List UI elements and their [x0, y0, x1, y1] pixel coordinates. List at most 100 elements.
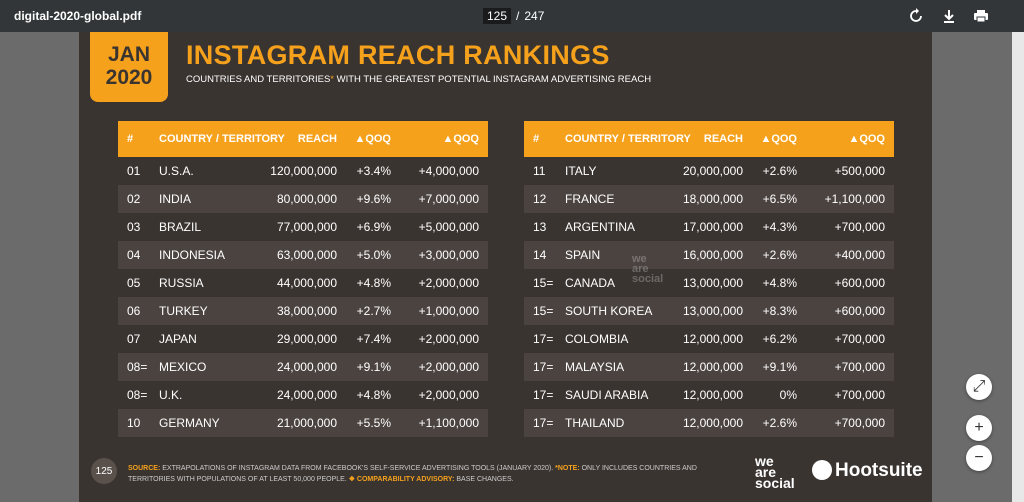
table-row: 14 SPAIN 16,000,000 +2.6% +400,000 — [524, 241, 894, 269]
rank-cell: 17= — [533, 332, 554, 346]
reach-cell: 63,000,000 — [276, 248, 337, 262]
country-cell: INDIA — [159, 192, 192, 206]
qoq-change-cell: +500,000 — [834, 164, 885, 178]
subtitle-text: COUNTRIES AND TERRITORIES — [186, 74, 331, 85]
country-cell: U.K. — [159, 388, 183, 402]
subtitle-star: * — [330, 74, 334, 85]
country-cell: JAPAN — [159, 332, 197, 346]
qoq-percent-cell: +2.6% — [762, 248, 797, 262]
reach-cell: 12,000,000 — [682, 416, 743, 430]
reach-cell: 13,000,000 — [682, 276, 743, 290]
header-cell: # — [127, 133, 134, 145]
qoq-percent-cell: +4.8% — [356, 388, 391, 402]
country-cell: FRANCE — [565, 192, 615, 206]
qoq-change-cell: +2,000,000 — [418, 388, 479, 402]
qoq-percent-cell: +6.2% — [762, 332, 797, 346]
table-row: 15= SOUTH KOREA 13,000,000 +8.3% +600,000 — [524, 297, 894, 325]
header-cell: COUNTRY / TERRITORY — [565, 133, 691, 145]
header-cell: ▲QOQ — [354, 133, 391, 145]
rank-cell: 02 — [127, 192, 141, 206]
rank-cell: 01 — [127, 164, 141, 178]
reach-cell: 17,000,000 — [682, 220, 743, 234]
table-row: 17= MALAYSIA 12,000,000 +9.1% +700,000 — [524, 353, 894, 381]
country-cell: U.S.A. — [159, 164, 194, 178]
table-row: 08= MEXICO 24,000,000 +9.1% +2,000,000 — [118, 353, 488, 381]
qoq-percent-cell: +9.1% — [762, 360, 797, 374]
note-label: *NOTE: — [555, 465, 580, 472]
zoom-out-button[interactable]: − — [966, 445, 992, 471]
we-are-social-logo: we are social — [755, 454, 795, 490]
rank-cell: 14 — [533, 248, 547, 262]
qoq-change-cell: +700,000 — [834, 360, 885, 374]
print-button[interactable] — [973, 8, 989, 24]
qoq-change-cell: +3,000,000 — [418, 248, 479, 262]
date-badge: JAN 2020 — [90, 32, 168, 102]
filename: digital-2020-global.pdf — [14, 9, 142, 23]
header-cell: # — [533, 133, 540, 145]
rank-cell: 17= — [533, 388, 554, 402]
qoq-change-cell: +700,000 — [834, 220, 885, 234]
footer-notes: SOURCE: EXTRAPOLATIONS OF INSTAGRAM DATA… — [128, 463, 728, 485]
table-row: 12 FRANCE 18,000,000 +6.5% +1,100,000 — [524, 185, 894, 213]
country-cell: RUSSIA — [159, 276, 204, 290]
header-cell: ▲QOQ — [848, 133, 885, 145]
rank-cell: 17= — [533, 416, 554, 430]
rotate-button[interactable] — [908, 8, 924, 24]
reach-cell: 24,000,000 — [276, 388, 337, 402]
qoq-percent-cell: +5.0% — [356, 248, 391, 262]
qoq-change-cell: +2,000,000 — [418, 332, 479, 346]
qoq-change-cell: +7,000,000 — [418, 192, 479, 206]
table-row: 17= THAILAND 12,000,000 +2.6% +700,000 — [524, 409, 894, 437]
page-indicator: 125 / 247 — [483, 8, 544, 24]
rank-cell: 11 — [533, 164, 546, 178]
rank-cell: 03 — [127, 220, 141, 234]
qoq-percent-cell: +3.4% — [356, 164, 391, 178]
badge-year: 2020 — [105, 66, 153, 89]
qoq-percent-cell: +6.5% — [762, 192, 797, 206]
reach-cell: 29,000,000 — [276, 332, 337, 346]
rank-cell: 06 — [127, 304, 141, 318]
rank-cell: 12 — [533, 192, 547, 206]
table-row: 07 JAPAN 29,000,000 +7.4% +2,000,000 — [118, 325, 488, 353]
source-text: EXTRAPOLATIONS OF INSTAGRAM DATA FROM FA… — [162, 465, 554, 472]
qoq-change-cell: +2,000,000 — [418, 360, 479, 374]
qoq-change-cell: +5,000,000 — [418, 220, 479, 234]
country-cell: ARGENTINA — [565, 220, 636, 234]
header-cell: ▲QOQ — [760, 133, 797, 145]
rank-cell: 15= — [533, 304, 554, 318]
table-row: 01 U.S.A. 120,000,000 +3.4% +4,000,000 — [118, 157, 488, 185]
country-cell: SPAIN — [565, 248, 601, 262]
table-row: 11 ITALY 20,000,000 +2.6% +500,000 — [524, 157, 894, 185]
qoq-percent-cell: +4.8% — [762, 276, 797, 290]
rank-cell: 17= — [533, 360, 554, 374]
qoq-change-cell: +400,000 — [834, 248, 885, 262]
table-row: 04 INDONESIA 63,000,000 +5.0% +3,000,000 — [118, 241, 488, 269]
qoq-change-cell: +700,000 — [834, 332, 885, 346]
fit-button[interactable]: ⤢ — [966, 374, 992, 400]
table-row: 10 GERMANY 21,000,000 +5.5% +1,100,000 — [118, 409, 488, 437]
qoq-percent-cell: +4.8% — [356, 276, 391, 290]
toolbar: digital-2020-global.pdf 125 / 247 — [0, 0, 1024, 32]
qoq-percent-cell: +2.7% — [356, 304, 391, 318]
qoq-change-cell: +700,000 — [834, 388, 885, 402]
download-button[interactable] — [941, 8, 957, 24]
qoq-percent-cell: +5.5% — [356, 416, 391, 430]
qoq-change-cell: +1,000,000 — [418, 304, 479, 318]
qoq-percent-cell: 0% — [779, 388, 797, 402]
country-cell: GERMANY — [159, 416, 220, 430]
hootsuite-owl — [812, 460, 832, 480]
rank-cell: 15= — [533, 276, 554, 290]
qoq-percent-cell: +9.6% — [356, 192, 391, 206]
rank-cell: 07 — [127, 332, 141, 346]
table-row: 17= COLOMBIA 12,000,000 +6.2% +700,000 — [524, 325, 894, 353]
zoom-in-button[interactable]: + — [966, 415, 992, 441]
page-total: 247 — [524, 9, 545, 23]
scrollbar[interactable] — [1012, 32, 1024, 502]
slide: JAN 2020 INSTAGRAM REACH RANKINGS COUNTR… — [79, 32, 932, 502]
qoq-percent-cell: +8.3% — [762, 304, 797, 318]
page-input[interactable]: 125 — [483, 8, 512, 24]
table-row: 06 TURKEY 38,000,000 +2.7% +1,000,000 — [118, 297, 488, 325]
country-cell: SOUTH KOREA — [565, 304, 653, 318]
country-cell: MEXICO — [159, 360, 207, 374]
